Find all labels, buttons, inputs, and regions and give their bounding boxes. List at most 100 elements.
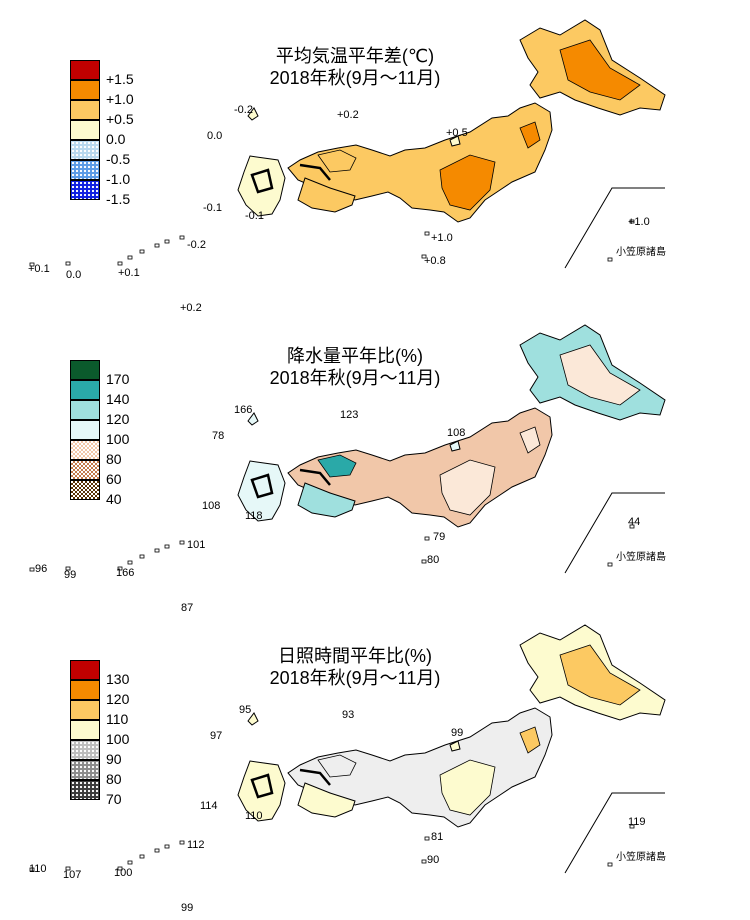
legend-label: +0.5 xyxy=(106,111,134,127)
shikoku-region xyxy=(297,782,356,818)
ogasawara-inset-frame xyxy=(564,187,665,269)
legend-swatch xyxy=(70,60,100,80)
legend-label: 70 xyxy=(106,791,122,807)
station-value: +1.0 xyxy=(628,216,650,228)
kyushu-region xyxy=(237,155,286,217)
legend-swatch xyxy=(70,660,100,680)
ogasawara-label: 小笠原諸島 xyxy=(616,247,666,258)
small-island xyxy=(179,540,185,545)
legend-label: 0.0 xyxy=(106,131,126,147)
station-value: +0.8 xyxy=(424,255,446,267)
tsushima-island xyxy=(247,107,259,121)
small-island xyxy=(127,560,133,565)
station-value: 99 xyxy=(64,569,77,581)
station-value: 119 xyxy=(628,816,646,828)
station-value: 112 xyxy=(187,839,205,851)
map-title: 日照時間平年比(%) 2018年秋(9月～11月) xyxy=(245,645,465,689)
station-value: -0.2 xyxy=(234,104,253,116)
station-value: 107 xyxy=(63,869,82,881)
station-value: 95 xyxy=(239,704,252,716)
legend-swatch xyxy=(70,460,100,480)
small-island xyxy=(65,566,71,571)
legend-label: +1.5 xyxy=(106,71,134,87)
small-island xyxy=(29,867,35,872)
map-title-line1: 降水量平年比(%) xyxy=(287,346,423,366)
japan-map xyxy=(29,19,666,269)
kyushu-region xyxy=(237,760,286,822)
station-value: 0.0 xyxy=(66,269,82,281)
normal-contour-line xyxy=(250,468,331,499)
station-value: 110 xyxy=(245,810,263,822)
chugoku-anomaly-area xyxy=(317,149,357,173)
small-island xyxy=(179,840,185,845)
station-value: +0.2 xyxy=(337,109,359,121)
legend-swatch xyxy=(70,780,100,800)
normal-contour-line xyxy=(250,163,331,194)
small-island xyxy=(154,548,160,553)
shikoku-region xyxy=(297,177,356,213)
small-island xyxy=(164,239,170,244)
station-value: 81 xyxy=(431,831,444,843)
legend: 130 120 110 100 90 80 70 xyxy=(70,660,200,807)
station-value: 99 xyxy=(181,902,194,914)
hokkaido-anomaly-area xyxy=(559,644,641,706)
hokkaido-anomaly-area xyxy=(559,344,641,406)
legend-label: 120 xyxy=(106,411,130,427)
legend-label: 60 xyxy=(106,471,122,487)
legend-label: 80 xyxy=(106,771,122,787)
legend-swatch xyxy=(70,720,100,740)
station-value: 101 xyxy=(187,539,206,551)
legend-label: 90 xyxy=(106,751,122,767)
station-value: -0.1 xyxy=(245,210,264,222)
small-island xyxy=(164,544,170,549)
small-island xyxy=(607,257,613,262)
central-honshu-anomaly-area xyxy=(439,154,496,211)
station-value: 0.0 xyxy=(207,130,223,142)
small-island xyxy=(607,562,613,567)
japan-map xyxy=(29,624,666,874)
hokkaido-anomaly-area xyxy=(559,39,641,101)
legend-label: 130 xyxy=(106,671,130,687)
legend-label: 120 xyxy=(106,691,130,707)
legend-label: 100 xyxy=(106,731,130,747)
legend-swatch xyxy=(70,680,100,700)
station-value: 99 xyxy=(451,727,464,739)
legend-label: -1.5 xyxy=(106,191,131,207)
station-value: +0.2 xyxy=(180,302,202,314)
small-island xyxy=(154,848,160,853)
chugoku-anomaly-area xyxy=(317,454,357,478)
station-value: +0.1 xyxy=(118,267,140,279)
small-island xyxy=(154,243,160,248)
station-value: 96 xyxy=(35,563,48,575)
legend-swatch xyxy=(70,700,100,720)
station-value: 100 xyxy=(114,867,133,879)
small-island xyxy=(29,567,35,572)
small-island xyxy=(127,860,133,865)
small-island xyxy=(117,261,123,266)
small-island xyxy=(164,844,170,849)
legend-label: 40 xyxy=(106,491,122,507)
legend-swatch xyxy=(70,160,100,180)
small-island xyxy=(629,824,635,829)
legend-swatch xyxy=(70,420,100,440)
station-value: 90 xyxy=(427,854,440,866)
small-island xyxy=(139,249,145,254)
station-value: 118 xyxy=(245,510,263,522)
ogasawara-inset-frame xyxy=(564,492,665,574)
small-island xyxy=(421,254,427,259)
ogasawara-inset-frame xyxy=(564,792,665,874)
small-island xyxy=(607,862,613,867)
legend-swatch xyxy=(70,180,100,200)
sado-island xyxy=(449,135,461,147)
station-value: -0.1 xyxy=(203,202,222,214)
station-value: 110 xyxy=(29,863,47,875)
small-island xyxy=(117,866,123,871)
map-title: 降水量平年比(%) 2018年秋(9月～11月) xyxy=(245,345,465,389)
station-value: +1.0 xyxy=(431,232,453,244)
kyushu-region xyxy=(237,460,286,522)
legend-label: 140 xyxy=(106,391,130,407)
tohoku-anomaly-area xyxy=(519,426,541,454)
central-honshu-anomaly-area xyxy=(439,759,496,816)
central-honshu-anomaly-area xyxy=(439,459,496,516)
station-value: -0.2 xyxy=(187,239,206,251)
